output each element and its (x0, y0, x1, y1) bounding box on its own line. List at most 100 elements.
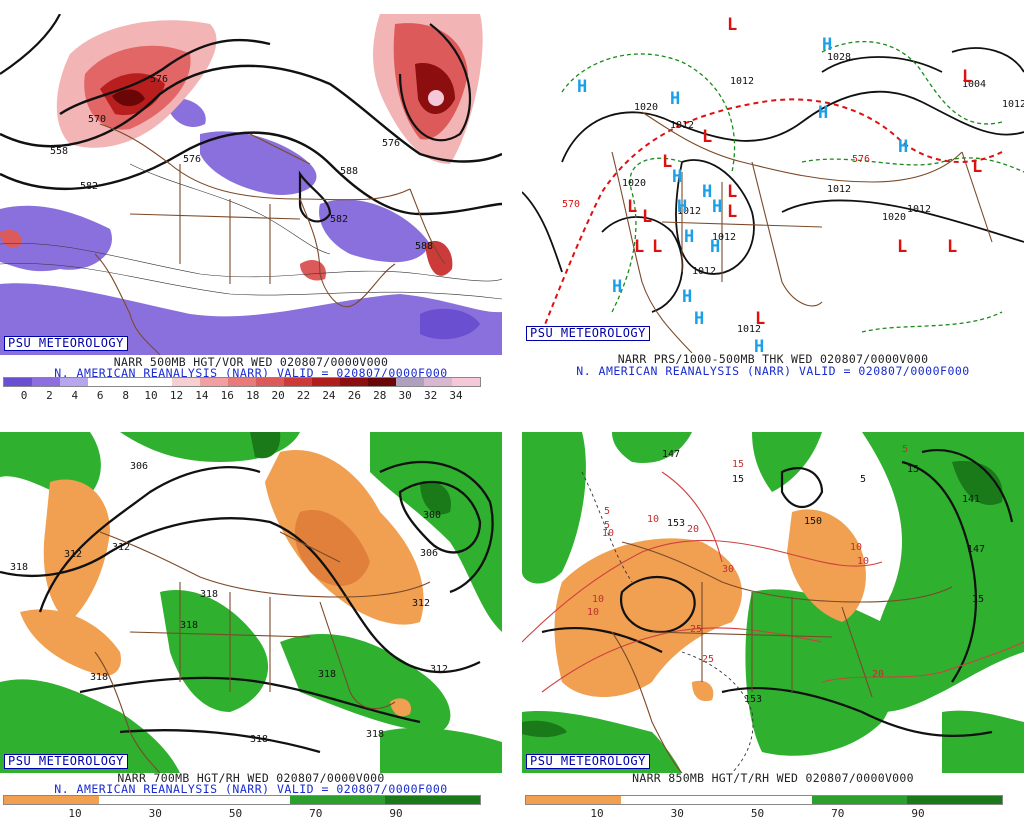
colorbar-tick-label: 50 (750, 807, 765, 818)
panel-title: NARR 500MB HGT/VOR WED 020807/0000V000 (113, 355, 389, 369)
contour-label: 20 (872, 669, 884, 680)
contour-label: 582 (330, 214, 348, 225)
low-pressure-symbol: L (652, 237, 662, 257)
branding-label: PSU METEOROLOGY (4, 754, 128, 769)
contour-label: 312 (430, 664, 448, 675)
colorbar-segment (526, 796, 622, 804)
contour-label: 318 (10, 562, 28, 573)
contour-label: 588 (340, 166, 358, 177)
contour-label: 576 (382, 138, 400, 149)
contour-label: 5 (902, 444, 908, 455)
contour-label: 10 (647, 514, 659, 525)
colorbar-segment (340, 378, 368, 386)
contour-label: 153 (667, 518, 685, 529)
contour-label: 15 (732, 459, 744, 470)
high-pressure-symbol: H (684, 227, 694, 247)
colorbar-tick-label: 28 (373, 389, 387, 400)
contour-label: 15 (907, 464, 919, 475)
colorbar-segment (906, 796, 1002, 804)
colorbar-tick-label: 26 (347, 389, 361, 400)
colorbar-segment (144, 378, 172, 386)
contour-label: 1012 (712, 232, 736, 243)
high-pressure-symbol: H (677, 197, 687, 217)
contour-label: 318 (366, 729, 384, 740)
map-700mb: 306 312 312 318 318 318 300 306 312 312 318 318 318 3… (0, 432, 502, 773)
colorbar-tick-label: 90 (389, 807, 403, 818)
colorbar-tick-label: 0 (20, 389, 28, 400)
branding-label: PSU METEOROLOGY (526, 326, 650, 341)
high-pressure-symbol: H (712, 197, 722, 217)
colorbar-tick-label: 34 (449, 389, 463, 400)
colorbar-segment (172, 378, 200, 386)
contour-label: 10 (857, 556, 869, 567)
panel-850mb-t-rh: 147 153 150 15 5 5 5 10 10 20 30 25 25 15 10 10 10 10 20 15… (522, 418, 1024, 818)
low-pressure-symbol: L (972, 157, 982, 177)
contour-label: 576 (150, 74, 168, 85)
colorbar-tick-label: 30 (148, 807, 162, 818)
colorbar-tick-label: 16 (220, 389, 234, 400)
colorbar (3, 795, 481, 805)
colorbar-segment (716, 796, 812, 804)
contour-label: 153 (744, 694, 762, 705)
colorbar-tick-label: 8 (122, 389, 129, 400)
high-pressure-symbol: H (710, 237, 720, 257)
branding-label: PSU METEOROLOGY (4, 336, 128, 351)
contour-label: 576 (183, 154, 201, 165)
contour-label: 5 (604, 506, 610, 517)
colorbar-tick-label: 24 (322, 389, 336, 400)
contour-label: 318 (180, 620, 198, 631)
colorbar-tick-label: 30 (670, 807, 684, 818)
colorbar-tick-label: 18 (246, 389, 260, 400)
high-pressure-symbol: H (577, 77, 587, 97)
contour-label: 570 (562, 199, 580, 210)
colorbar-segment (4, 796, 100, 804)
contour-label: 10 (587, 607, 599, 618)
colorbar-segment (200, 378, 228, 386)
contour-label: 20 (687, 524, 699, 535)
high-pressure-symbol: H (694, 309, 704, 329)
colorbar-tick-label: 32 (423, 389, 438, 400)
high-pressure-symbol: H (682, 287, 692, 307)
panel-title: NARR 700MB HGT/RH WED 020807/0000V000 (117, 771, 385, 785)
contour-label: 306 (420, 548, 438, 559)
contour-label: 30 (722, 564, 734, 575)
colorbar-ticks: 0 2 4 6 8 10 12 14 16 18 20 22 24 26 28 30 32 34 (0, 389, 502, 400)
colorbar-tick-label: 22 (296, 389, 311, 400)
contour-label: 1012 (827, 184, 851, 195)
colorbar-segment (32, 378, 60, 386)
colorbar-tick-label: 6 (96, 389, 104, 400)
low-pressure-symbol: L (627, 197, 637, 217)
contour-label: 15 (972, 594, 984, 605)
colorbar-segment (99, 796, 195, 804)
contour-label: 1020 (634, 102, 658, 113)
low-pressure-symbol: L (727, 182, 737, 202)
map-500mb: 570 576 582 588 588 576 576 582 558 (0, 14, 502, 355)
colorbar-tick-label: 10 (68, 807, 82, 818)
contour-label: 312 (64, 549, 82, 560)
contour-label: 1012 (737, 324, 761, 335)
low-pressure-symbol: L (727, 202, 737, 222)
contour-label: 588 (415, 241, 433, 252)
colorbar-segment (396, 378, 424, 386)
low-pressure-symbol: L (727, 15, 737, 35)
colorbar (3, 377, 481, 387)
colorbar-tick-label: 50 (228, 807, 243, 818)
low-pressure-symbol: L (642, 207, 652, 227)
high-pressure-symbol: H (898, 137, 908, 157)
contour-label: 570 (88, 114, 106, 125)
contour-label: 1028 (827, 52, 851, 63)
colorbar-ticks: 10 30 50 70 90 (522, 807, 1024, 818)
colorbar-segment (284, 378, 312, 386)
colorbar-segment (88, 378, 116, 386)
colorbar-segment (368, 378, 396, 386)
high-pressure-symbol: H (754, 337, 764, 353)
colorbar-tick-label: 10 (590, 807, 604, 818)
colorbar-tick-label: 10 (144, 389, 158, 400)
map-pressure: 1012102010121020101210281004101210201012… (522, 12, 1024, 353)
contour-label: 147 (662, 449, 680, 460)
low-pressure-symbol: L (962, 67, 972, 87)
contour-label: 312 (112, 542, 130, 553)
contour-label: 318 (90, 672, 108, 683)
contour-label: 1012 (730, 76, 754, 87)
high-pressure-symbol: H (672, 167, 682, 187)
